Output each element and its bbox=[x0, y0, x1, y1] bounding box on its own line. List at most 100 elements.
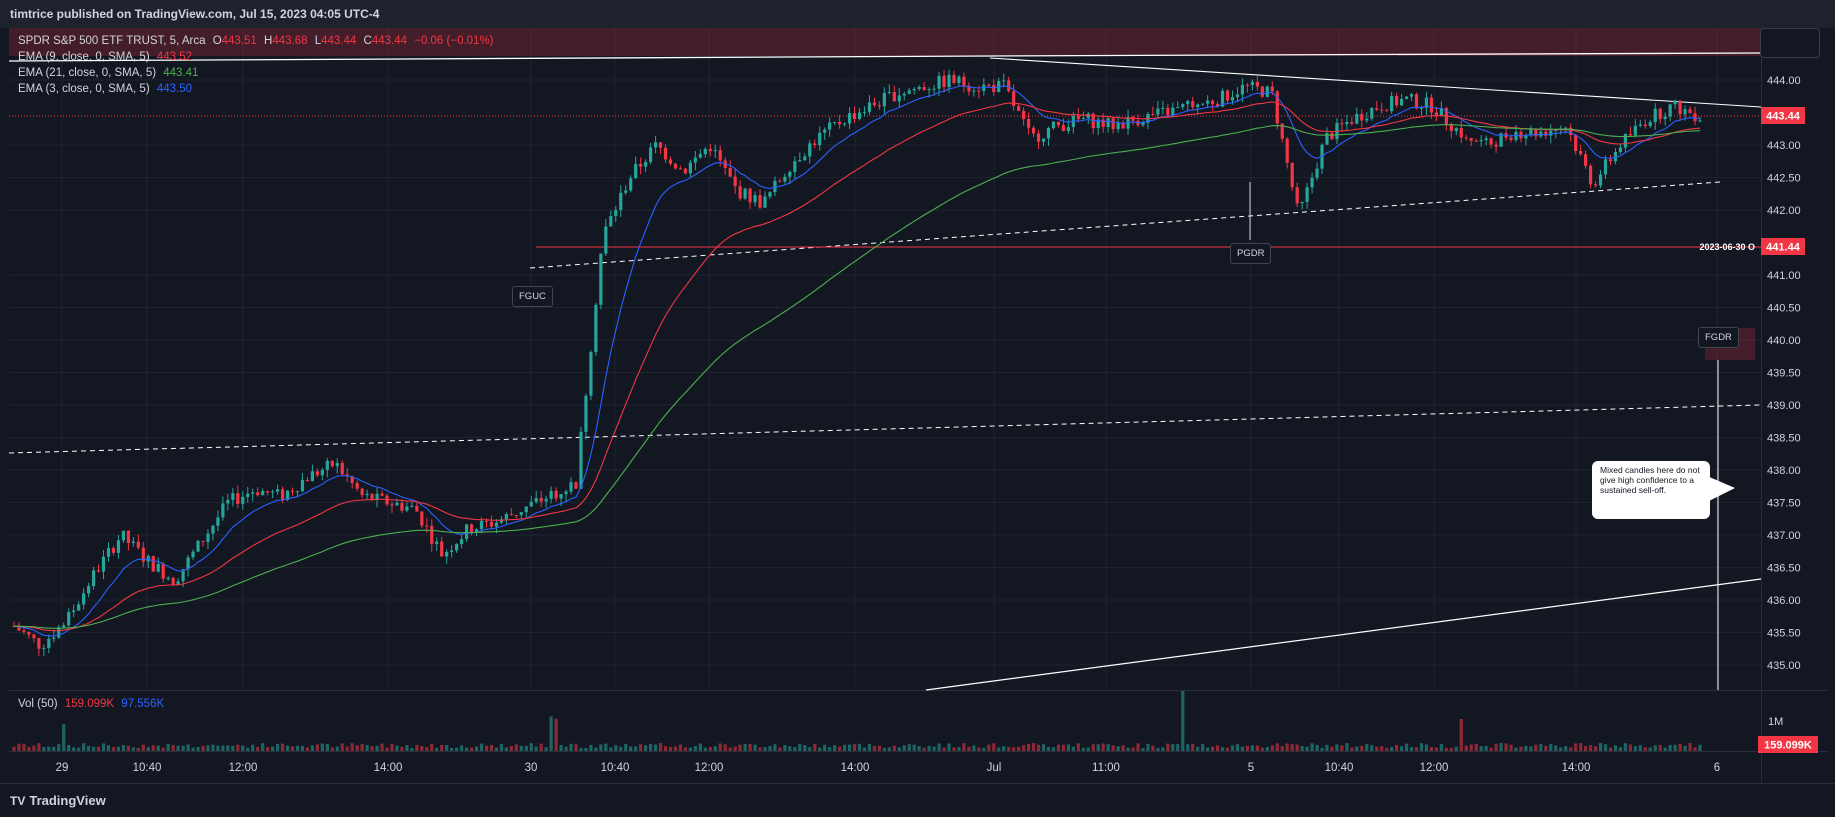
candle-body[interactable] bbox=[703, 148, 707, 155]
bottom-trendline[interactable] bbox=[925, 578, 1762, 691]
candle-body[interactable] bbox=[181, 569, 185, 582]
candle-body[interactable] bbox=[1230, 97, 1235, 101]
candle-body[interactable] bbox=[922, 87, 926, 90]
candle-body[interactable] bbox=[360, 488, 364, 496]
candle-body[interactable] bbox=[1489, 138, 1493, 145]
candle-body[interactable] bbox=[1161, 107, 1165, 109]
candle-body[interactable] bbox=[1051, 121, 1056, 129]
candle-body[interactable] bbox=[862, 111, 867, 113]
candle-body[interactable] bbox=[1588, 165, 1593, 185]
candle-body[interactable] bbox=[644, 162, 648, 167]
candle-body[interactable] bbox=[101, 556, 106, 572]
candle-body[interactable] bbox=[1633, 125, 1637, 136]
candle-body[interactable] bbox=[410, 505, 414, 507]
candle-body[interactable] bbox=[1544, 131, 1548, 136]
candle-body[interactable] bbox=[87, 586, 91, 594]
candle-body[interactable] bbox=[698, 154, 702, 158]
candle-body[interactable] bbox=[798, 160, 802, 162]
candle-body[interactable] bbox=[116, 540, 121, 553]
candle-body[interactable] bbox=[425, 525, 429, 527]
candle-body[interactable] bbox=[430, 525, 434, 544]
candle-body[interactable] bbox=[738, 186, 742, 199]
candle-body[interactable] bbox=[604, 226, 608, 254]
candle-body[interactable] bbox=[196, 540, 200, 552]
candle-body[interactable] bbox=[907, 90, 911, 94]
candle-body[interactable] bbox=[400, 502, 404, 511]
candle-body[interactable] bbox=[315, 471, 319, 476]
candle-body[interactable] bbox=[251, 492, 255, 494]
candle-body[interactable] bbox=[1454, 128, 1458, 132]
candle-body[interactable] bbox=[156, 563, 160, 572]
candle-body[interactable] bbox=[1255, 81, 1259, 87]
fgdr-tag[interactable]: FGDR bbox=[1698, 327, 1739, 348]
candle-body[interactable] bbox=[967, 85, 971, 92]
candle-body[interactable] bbox=[818, 132, 822, 146]
candle-body[interactable] bbox=[1574, 135, 1578, 152]
candle-body[interactable] bbox=[1653, 108, 1657, 123]
candle-body[interactable] bbox=[1017, 105, 1021, 111]
candle-body[interactable] bbox=[494, 522, 499, 527]
candle-body[interactable] bbox=[1116, 123, 1120, 130]
candle-body[interactable] bbox=[17, 626, 21, 631]
candle-body[interactable] bbox=[634, 163, 638, 179]
candle-body[interactable] bbox=[673, 163, 678, 169]
candle-body[interactable] bbox=[186, 557, 190, 570]
candle-body[interactable] bbox=[1315, 168, 1319, 178]
candle-body[interactable] bbox=[753, 195, 757, 203]
candle-body[interactable] bbox=[1360, 113, 1364, 121]
candle-body[interactable] bbox=[1101, 119, 1105, 127]
candle-body[interactable] bbox=[917, 87, 921, 89]
candle-body[interactable] bbox=[763, 196, 767, 208]
legend-volume-row[interactable]: Vol (50) 159.099K 97.556K bbox=[18, 698, 164, 710]
candle-body[interactable] bbox=[594, 304, 598, 353]
candle-body[interactable] bbox=[96, 570, 101, 572]
candle-body[interactable] bbox=[1449, 124, 1453, 132]
candle-body[interactable] bbox=[1191, 101, 1195, 108]
candle-body[interactable] bbox=[952, 74, 956, 83]
candle-body[interactable] bbox=[1076, 115, 1080, 120]
candle-body[interactable] bbox=[1668, 104, 1672, 117]
candle-body[interactable] bbox=[22, 630, 26, 632]
candle-body[interactable] bbox=[1041, 138, 1046, 142]
candle-body[interactable] bbox=[828, 122, 832, 130]
candle-body[interactable] bbox=[295, 491, 300, 493]
candle-body[interactable] bbox=[1638, 124, 1642, 126]
candle-body[interactable] bbox=[1434, 112, 1439, 116]
candle-body[interactable] bbox=[395, 502, 399, 506]
candle-body[interactable] bbox=[1439, 108, 1443, 116]
candle-body[interactable] bbox=[778, 180, 782, 182]
candle-body[interactable] bbox=[1106, 118, 1110, 127]
candle-body[interactable] bbox=[1300, 201, 1304, 204]
candle-body[interactable] bbox=[1196, 104, 1200, 108]
candle-body[interactable] bbox=[1683, 109, 1687, 115]
candle-body[interactable] bbox=[678, 168, 683, 170]
candle-body[interactable] bbox=[176, 581, 180, 585]
candle-body[interactable] bbox=[614, 210, 618, 217]
candle-body[interactable] bbox=[1086, 113, 1090, 119]
candle-body[interactable] bbox=[1380, 109, 1384, 111]
candle-body[interactable] bbox=[415, 505, 419, 512]
candle-body[interactable] bbox=[1181, 104, 1185, 108]
candle-body[interactable] bbox=[942, 75, 946, 88]
candle-body[interactable] bbox=[842, 123, 847, 125]
candle-body[interactable] bbox=[1206, 100, 1210, 104]
candle-body[interactable] bbox=[206, 533, 210, 542]
candle-body[interactable] bbox=[1285, 138, 1289, 163]
candle-body[interactable] bbox=[246, 493, 250, 497]
candle-body[interactable] bbox=[1186, 101, 1190, 105]
candle-body[interactable] bbox=[788, 171, 792, 177]
candle-body[interactable] bbox=[1325, 133, 1329, 145]
candle-body[interactable] bbox=[1469, 138, 1473, 141]
candle-body[interactable] bbox=[1365, 118, 1369, 121]
candle-body[interactable] bbox=[365, 493, 369, 496]
candle-body[interactable] bbox=[370, 493, 374, 501]
candle-body[interactable] bbox=[106, 548, 111, 557]
candle-body[interactable] bbox=[649, 147, 653, 163]
candle-body[interactable] bbox=[82, 593, 86, 605]
candle-body[interactable] bbox=[1250, 81, 1254, 85]
candle-body[interactable] bbox=[201, 540, 205, 542]
candle-body[interactable] bbox=[52, 637, 56, 639]
candle-body[interactable] bbox=[1409, 94, 1414, 97]
candle-body[interactable] bbox=[1385, 110, 1389, 112]
candle-body[interactable] bbox=[892, 92, 896, 102]
